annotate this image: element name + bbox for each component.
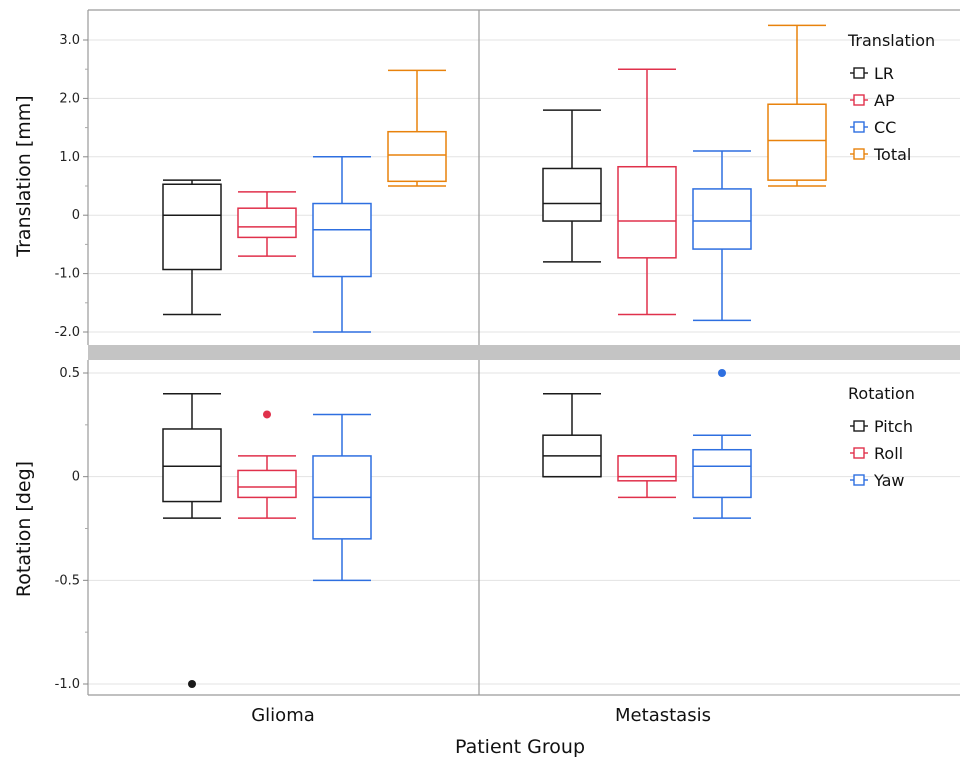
- legend-swatch-yaw: [853, 474, 865, 486]
- box-rotation-roll-glioma-outlier-0: [263, 410, 271, 419]
- box-rotation-yaw-metastasis-iqr: [692, 448, 752, 499]
- box-translation-total-glioma: [387, 69, 447, 187]
- box-translation-lr-metastasis: [542, 109, 602, 263]
- y-axis-label-rotation: Rotation [deg]: [13, 461, 35, 597]
- y-tick-label-translation-4: -1.0: [55, 267, 80, 282]
- legend-swatch-total: [853, 148, 865, 160]
- y-tick-label-rotation-0: 0.5: [59, 366, 80, 381]
- legend-title-rotation: Rotation: [848, 384, 915, 403]
- y-tick-label-translation-2: 1.0: [59, 150, 80, 165]
- box-translation-ap-metastasis-iqr: [617, 165, 677, 259]
- legend-swatch-cc: [853, 121, 865, 133]
- box-translation-total-metastasis: [767, 24, 827, 187]
- box-translation-lr-glioma-iqr: [162, 183, 222, 271]
- legend-label-ap: AP: [874, 91, 895, 110]
- legend-layer: Translation LR AP CC Total Rotation Pitch Roll Y…: [847, 31, 935, 490]
- legend-title-translation: Translation: [847, 31, 935, 50]
- box-rotation-pitch-glioma-iqr: [162, 428, 222, 503]
- box-rotation-roll-glioma: [237, 410, 297, 519]
- legend-item-translation-ap: AP: [850, 91, 895, 110]
- box-rotation-yaw-metastasis-outlier-0: [718, 369, 726, 377]
- legend-swatch-lr: [853, 67, 865, 79]
- legend-item-rotation-yaw: Yaw: [850, 471, 904, 490]
- legend-label-pitch: Pitch: [874, 417, 913, 436]
- box-translation-ap-glioma-iqr: [237, 207, 297, 239]
- box-layer: [162, 24, 827, 688]
- legend-item-translation-cc: CC: [850, 118, 896, 137]
- group-label-metastasis: Metastasis: [615, 705, 711, 726]
- y-tick-label-rotation-3: -1.0: [55, 677, 80, 692]
- legend-item-rotation-pitch: Pitch: [850, 417, 913, 436]
- legend-label-cc: CC: [874, 118, 896, 137]
- legend-swatch-pitch: [853, 420, 865, 432]
- box-translation-ap-metastasis: [617, 68, 677, 316]
- legend-label-total: Total: [873, 145, 911, 164]
- tick-layer: 3.0 2.0 1.0 0 -1.0 -2.0 0.5 0 -0.5 -1.0: [55, 33, 88, 692]
- box-translation-cc-glioma: [312, 156, 372, 333]
- plot-frame: [87, 9, 960, 696]
- y-tick-label-translation-1: 2.0: [59, 91, 80, 106]
- legend-label-yaw: Yaw: [873, 471, 904, 490]
- y-tick-label-rotation-2: -0.5: [55, 573, 80, 588]
- legend-item-translation-total: Total: [850, 145, 911, 164]
- y-tick-label-rotation-1: 0: [72, 470, 80, 485]
- box-rotation-yaw-metastasis: [692, 369, 752, 519]
- box-translation-total-glioma-iqr: [387, 130, 447, 183]
- box-rotation-pitch-glioma: [162, 392, 222, 688]
- legend-item-rotation-roll: Roll: [850, 444, 903, 463]
- box-rotation-roll-glioma-iqr: [237, 469, 297, 499]
- box-translation-cc-metastasis-iqr: [692, 188, 752, 250]
- y-tick-label-translation-0: 3.0: [59, 33, 80, 48]
- y-tick-label-translation-3: 0: [72, 208, 80, 223]
- legend-swatch-ap: [853, 94, 865, 106]
- legend-swatch-roll: [853, 447, 865, 459]
- legend-item-translation-lr: LR: [850, 64, 894, 83]
- box-translation-ap-glioma: [237, 191, 297, 257]
- box-rotation-pitch-metastasis: [542, 392, 602, 478]
- legend-label-lr: LR: [874, 64, 894, 83]
- box-translation-lr-metastasis-iqr: [542, 167, 602, 222]
- legend-label-roll: Roll: [874, 444, 903, 463]
- y-axis-label-translation: Translation [mm]: [13, 95, 35, 257]
- panel-separator: [88, 345, 960, 360]
- box-translation-cc-glioma-iqr: [312, 202, 372, 278]
- box-rotation-pitch-glioma-outlier-0: [188, 680, 196, 688]
- box-translation-lr-glioma: [162, 179, 222, 316]
- y-tick-label-translation-5: -2.0: [55, 325, 80, 340]
- box-translation-cc-metastasis: [692, 150, 752, 322]
- box-translation-total-metastasis-iqr: [767, 103, 827, 181]
- grid-layer: [88, 39, 960, 685]
- box-rotation-roll-metastasis: [617, 455, 677, 499]
- group-label-glioma: Glioma: [251, 705, 315, 726]
- box-rotation-yaw-glioma: [312, 413, 372, 582]
- x-axis-label: Patient Group: [455, 736, 585, 758]
